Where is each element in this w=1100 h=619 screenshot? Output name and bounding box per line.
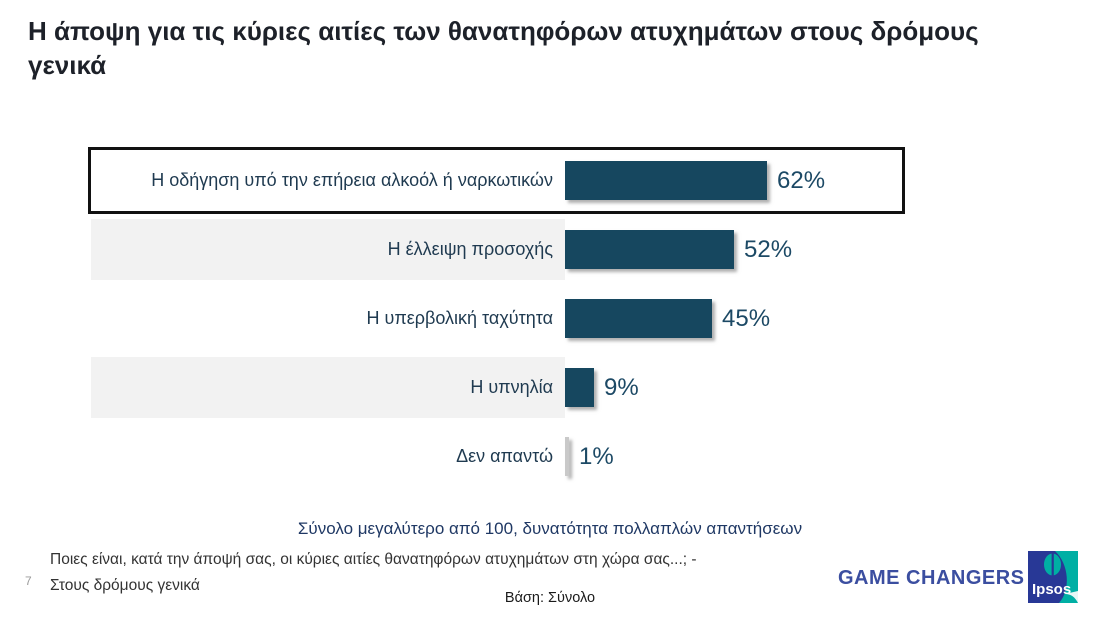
base-label: Βάση: Σύνολο <box>504 590 596 606</box>
footnote: Ποιες είναι, κατά την άποψή σας, οι κύρι… <box>50 547 810 599</box>
bar-value-label: 9% <box>604 373 639 401</box>
ipsos-logo-icon: Ipsos <box>1028 551 1078 603</box>
bar-value-label: 45% <box>722 304 771 332</box>
bar <box>565 299 712 338</box>
bar <box>565 230 734 269</box>
bar-value-label: 52% <box>744 235 793 263</box>
bar-chart: Η οδήγηση υπό την επήρεια αλκοόλ ή ναρκω… <box>88 147 948 492</box>
page-number: 7 <box>25 574 32 588</box>
bar-category-label: Η οδήγηση υπό την επήρεια αλκοόλ ή ναρκω… <box>151 170 553 190</box>
ipsos-logo-text: Ipsos <box>1032 581 1071 598</box>
chart-row: Η έλλειψη προσοχής 52% <box>88 216 905 283</box>
bar <box>565 437 569 476</box>
chart-row: Δεν απαντώ 1% <box>88 423 905 490</box>
bar-category-label: Η υπνηλία <box>91 357 565 418</box>
chart-row: Η υπνηλία 9% <box>88 354 905 421</box>
bar <box>565 161 767 200</box>
chart-note: Σύνολο μεγαλύτερο από 100, δυνατότητα πο… <box>297 519 803 538</box>
bar <box>565 368 594 407</box>
bar-area: 1% <box>565 426 902 487</box>
bar-category-label: Η υπερβολική ταχύτητα <box>366 308 554 328</box>
footnote-line-1: Ποιες είναι, κατά την άποψή σας, οι κύρι… <box>50 551 697 568</box>
bar-area: 9% <box>565 357 902 418</box>
chart-row: Η υπερβολική ταχύτητα 45% <box>88 285 905 352</box>
bar-area: 45% <box>565 288 902 349</box>
game-changers-wordmark: GAME CHANGERS <box>838 567 1025 589</box>
bar-category-label: Η έλλειψη προσοχής <box>91 219 565 280</box>
bar-value-label: 62% <box>777 166 826 194</box>
chart-row: Η οδήγηση υπό την επήρεια αλκοόλ ή ναρκω… <box>88 147 905 214</box>
bar-area: 52% <box>565 219 902 280</box>
slide-title: Η άποψη για τις κύριες αιτίες των θανατη… <box>28 16 979 81</box>
bar-value-label: 1% <box>579 442 614 470</box>
footnote-line-2: Στους δρόμους γενικά <box>50 577 200 594</box>
bar-area: 62% <box>565 150 902 211</box>
bar-category-label: Δεν απαντώ <box>456 446 553 466</box>
